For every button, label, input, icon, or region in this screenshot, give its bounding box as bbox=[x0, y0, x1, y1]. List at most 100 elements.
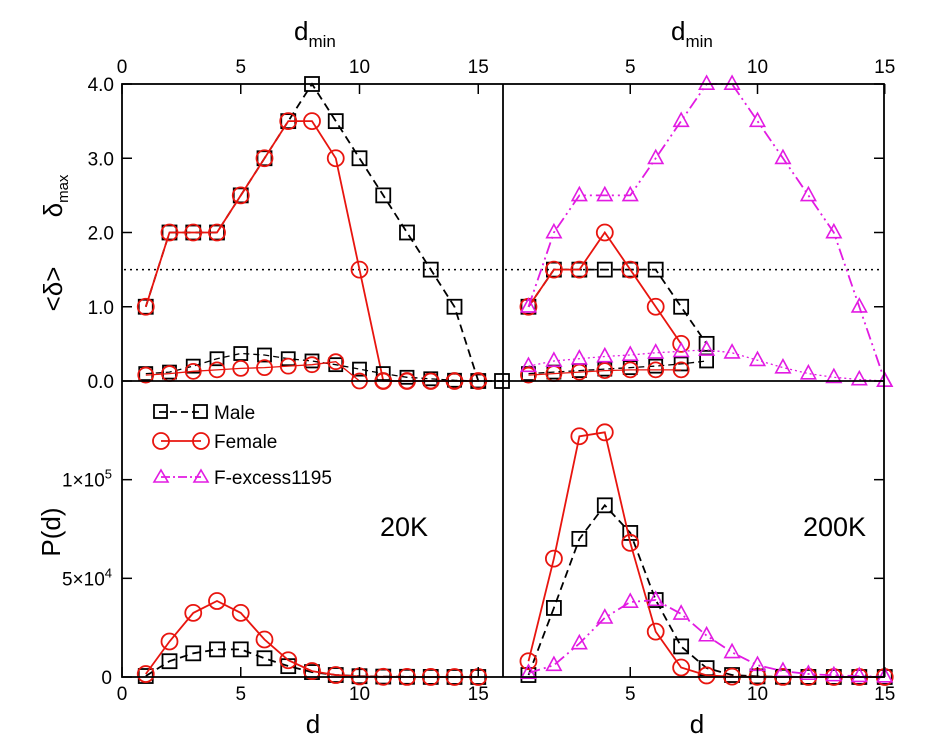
data-point-top-right-f-excess1195 bbox=[774, 148, 792, 165]
data-point-top-right-female bbox=[672, 334, 691, 353]
legend-marker-male-a bbox=[153, 404, 168, 419]
data-point-top-right-f-excess1195 bbox=[545, 222, 563, 239]
y-axis-title-delta-mean: <δ> bbox=[38, 267, 68, 312]
data-point-top-left-female bbox=[136, 297, 155, 316]
data-point-bottom-left-female bbox=[136, 665, 155, 683]
data-point-bottom-right-f-excess1195 bbox=[545, 655, 563, 672]
data-point-bottom-right-female bbox=[519, 652, 538, 671]
data-point-top-left-male bbox=[375, 366, 391, 381]
data-point-top-right-f-excess1195 bbox=[799, 363, 817, 380]
data-point-bottom-right-f-excess1195 bbox=[621, 592, 639, 609]
data-point-bottom-right-f-excess1195 bbox=[723, 642, 741, 659]
data-point-bottom-right-female bbox=[697, 666, 716, 685]
legend-marker-fexcess-a bbox=[152, 468, 170, 483]
data-point-top-right-f-excess1195 bbox=[672, 111, 690, 128]
data-point-top-left-male bbox=[351, 150, 368, 167]
series-line-top-right-female bbox=[527, 230, 682, 345]
data-point-top-right-male bbox=[698, 335, 715, 352]
x-axis-title-right: d bbox=[690, 709, 704, 739]
top-axis-title-left: dmin bbox=[294, 16, 336, 51]
data-point-top-right-female bbox=[520, 366, 537, 384]
data-point-top-right-f-excess1195 bbox=[570, 349, 588, 365]
data-point-top-left-male bbox=[257, 347, 272, 363]
bottom-y-tick-label: 5×104 bbox=[62, 565, 112, 590]
top-y-tick-label: 3.0 bbox=[88, 149, 114, 170]
data-point-top-left-male bbox=[422, 261, 439, 278]
axis-ticks: 0 5 10 15 5 10 150 5 10 15 5 10 150.01.02.03.04.005×… bbox=[62, 57, 895, 705]
data-point-bottom-left-male bbox=[161, 653, 178, 670]
data-point-top-right-female bbox=[621, 260, 640, 279]
data-point-bottom-right-male bbox=[673, 638, 690, 655]
tick-mantissa: 1×10 bbox=[62, 471, 105, 492]
data-point-bottom-right-f-excess1195 bbox=[647, 590, 665, 607]
data-point-top-left-female bbox=[255, 149, 274, 168]
bottom-left-x-bottom-tick-label: 0 bbox=[117, 684, 128, 705]
dmin-label: d bbox=[294, 16, 308, 46]
data-point-bottom-right-male bbox=[571, 530, 588, 547]
data-point-top-left-female bbox=[279, 112, 298, 131]
data-point-bottom-right-female bbox=[672, 658, 691, 677]
data-point-top-right-f-excess1195 bbox=[698, 340, 716, 356]
data-point-bottom-left-male bbox=[232, 641, 249, 658]
y-axis-title-delta-max: δmax bbox=[38, 174, 72, 217]
top-right-x-top-tick-label: 10 bbox=[747, 57, 768, 78]
data-point-top-left-male bbox=[375, 187, 392, 204]
data-point-top-right-f-excess1195 bbox=[647, 148, 665, 165]
data-point-top-right-f-excess1195 bbox=[850, 297, 868, 313]
data-point-top-right-female bbox=[595, 223, 614, 242]
data-point-top-right-female bbox=[646, 297, 665, 316]
data-point-top-right-f-excess1195 bbox=[545, 351, 563, 367]
bottom-y-tick-label: 1×105 bbox=[62, 467, 112, 492]
delta-max-sub: max bbox=[55, 174, 72, 203]
data-point-top-right-male bbox=[647, 261, 664, 278]
legend-item-fexcess: F-excess1195 bbox=[152, 468, 332, 489]
data-point-top-right-female bbox=[545, 260, 563, 279]
data-point-top-right-f-excess1195 bbox=[748, 111, 767, 128]
data-point-bottom-right-f-excess1195 bbox=[799, 664, 817, 681]
data-point-top-left-female bbox=[232, 359, 250, 377]
data-point-top-left-female bbox=[160, 223, 179, 242]
data-point-top-right-f-excess1195 bbox=[519, 356, 537, 373]
top-y-tick-label: 0.0 bbox=[88, 372, 114, 393]
data-point-top-left-female bbox=[256, 359, 273, 377]
data-point-bottom-right-f-excess1195 bbox=[570, 633, 588, 650]
data-point-bottom-right-f-excess1195 bbox=[825, 665, 843, 682]
data-point-top-right-male bbox=[596, 261, 613, 278]
delta-max-label: δ bbox=[38, 203, 68, 217]
legend-item-male: Male bbox=[153, 403, 255, 424]
top-left-x-top-tick-label: 0 bbox=[117, 57, 128, 78]
legend-item-female: Female bbox=[152, 432, 277, 453]
bottom-y-tick-label: 0 bbox=[101, 668, 112, 689]
data-point-bottom-right-male bbox=[546, 600, 562, 616]
data-point-bottom-right-f-excess1195 bbox=[876, 666, 894, 683]
data-point-top-left-male bbox=[352, 361, 367, 377]
data-point-top-left-female bbox=[208, 361, 226, 379]
data-point-bottom-left-female bbox=[303, 662, 321, 680]
data-point-top-right-f-excess1195 bbox=[850, 369, 868, 386]
tick-exponent: 4 bbox=[105, 565, 112, 580]
data-point-top-left-female bbox=[303, 112, 321, 131]
data-point-bottom-left-female bbox=[279, 651, 298, 670]
data-point-bottom-right-female bbox=[545, 549, 563, 568]
legend-marker-male-b bbox=[193, 404, 208, 419]
data-point-top-left-male bbox=[327, 113, 344, 130]
data-point-top-left-female bbox=[208, 223, 226, 242]
data-point-top-right-f-excess1195 bbox=[621, 345, 639, 362]
data-point-top-right-f-excess1195 bbox=[825, 222, 843, 239]
series-line-top-right-female bbox=[528, 369, 682, 376]
data-point-top-left-male bbox=[209, 351, 225, 367]
bottom-left-x-bottom-tick-label: 10 bbox=[349, 684, 370, 705]
data-point-bottom-left-female bbox=[160, 632, 179, 651]
top-left-x-top-tick-label: 15 bbox=[468, 57, 489, 78]
panel-label-200k: 200K bbox=[803, 512, 866, 542]
dmin-sub: min bbox=[685, 32, 712, 51]
tick-mantissa: 5×10 bbox=[62, 569, 105, 590]
data-point-bottom-left-male bbox=[256, 650, 273, 667]
data-point-top-left-male bbox=[446, 298, 463, 315]
bottom-right-x-bottom-tick-label: 15 bbox=[874, 684, 895, 705]
panel-label-20k: 20K bbox=[380, 512, 428, 542]
data-point-bottom-right-female bbox=[595, 423, 614, 442]
series-line-top-right-f-excess1195 bbox=[528, 349, 885, 382]
data-point-bottom-right-f-excess1195 bbox=[519, 663, 537, 680]
